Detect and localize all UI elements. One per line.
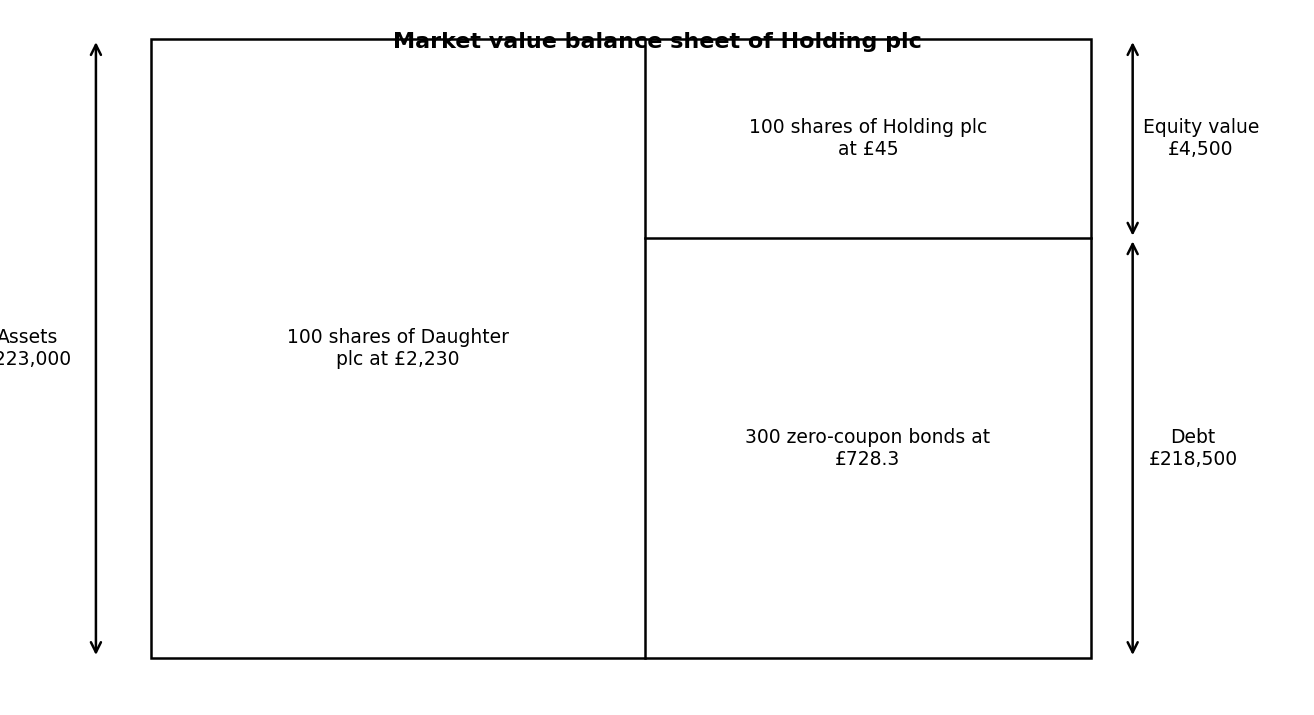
Text: 100 shares of Holding plc
at £45: 100 shares of Holding plc at £45 — [749, 119, 987, 159]
Text: Equity value
£4,500: Equity value £4,500 — [1143, 119, 1259, 159]
Text: Debt
£218,500: Debt £218,500 — [1148, 428, 1238, 468]
Text: 100 shares of Daughter
plc at £2,230: 100 shares of Daughter plc at £2,230 — [288, 328, 509, 369]
Text: 300 zero-coupon bonds at
£728.3: 300 zero-coupon bonds at £728.3 — [745, 428, 991, 468]
Text: Assets
£223,000: Assets £223,000 — [0, 328, 72, 369]
Text: Market value balance sheet of Holding plc: Market value balance sheet of Holding pl… — [393, 32, 921, 52]
